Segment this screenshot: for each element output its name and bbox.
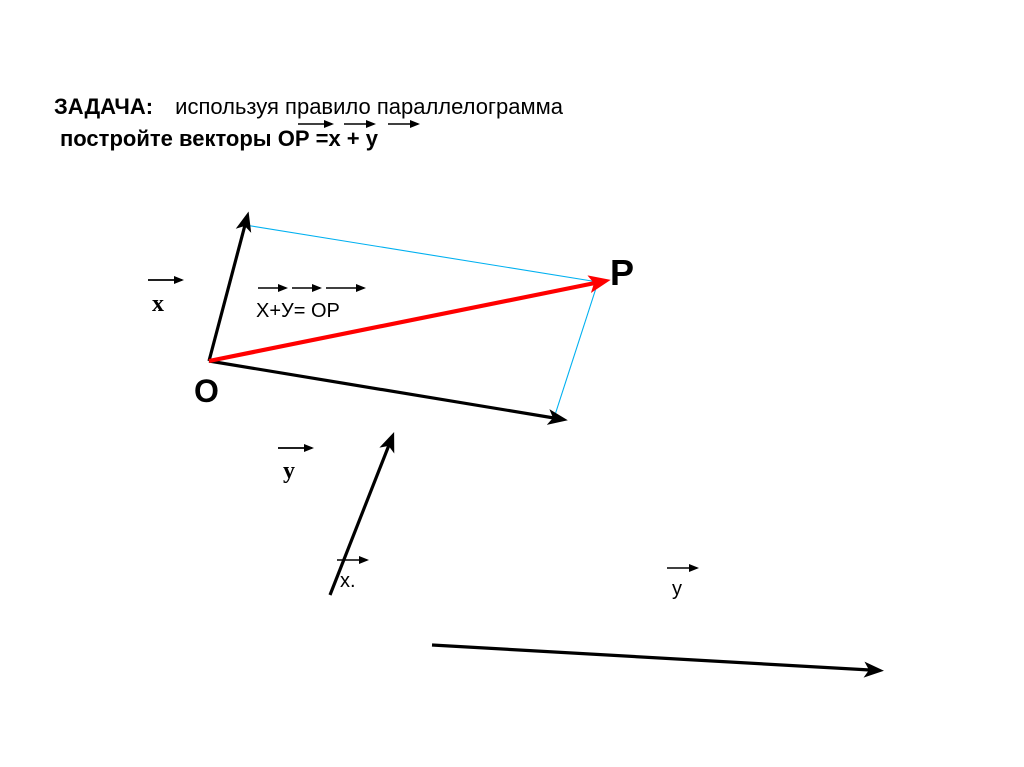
free-vector-x [330, 445, 389, 595]
title-bold-word: ЗАДАЧА: [54, 94, 153, 119]
free-vector-y [432, 645, 870, 670]
title-line-1: ЗАДАЧА: используя правило параллелограмм… [54, 94, 563, 120]
label-x-small: х. [340, 570, 356, 593]
task-title: ЗАДАЧА: используя правило параллелограмм… [54, 94, 563, 152]
label-sum: Х+У= ОР [256, 300, 340, 323]
cyan-edge-2 [554, 282, 598, 418]
vector-y [209, 361, 554, 418]
label-y-lower: у [283, 458, 295, 485]
title-line-2: постройте векторы ОР =х + у [54, 126, 563, 152]
label-O: О [194, 373, 219, 410]
label-P: Р [610, 252, 634, 294]
title-line-2-text: постройте векторы ОР =х + у [60, 126, 378, 151]
label-x-upper: х [152, 291, 164, 318]
vector-x [209, 225, 245, 361]
cyan-edge-1 [245, 225, 598, 282]
title-rest: используя правило параллелограмма [175, 94, 563, 119]
label-y-small: у [672, 578, 682, 601]
